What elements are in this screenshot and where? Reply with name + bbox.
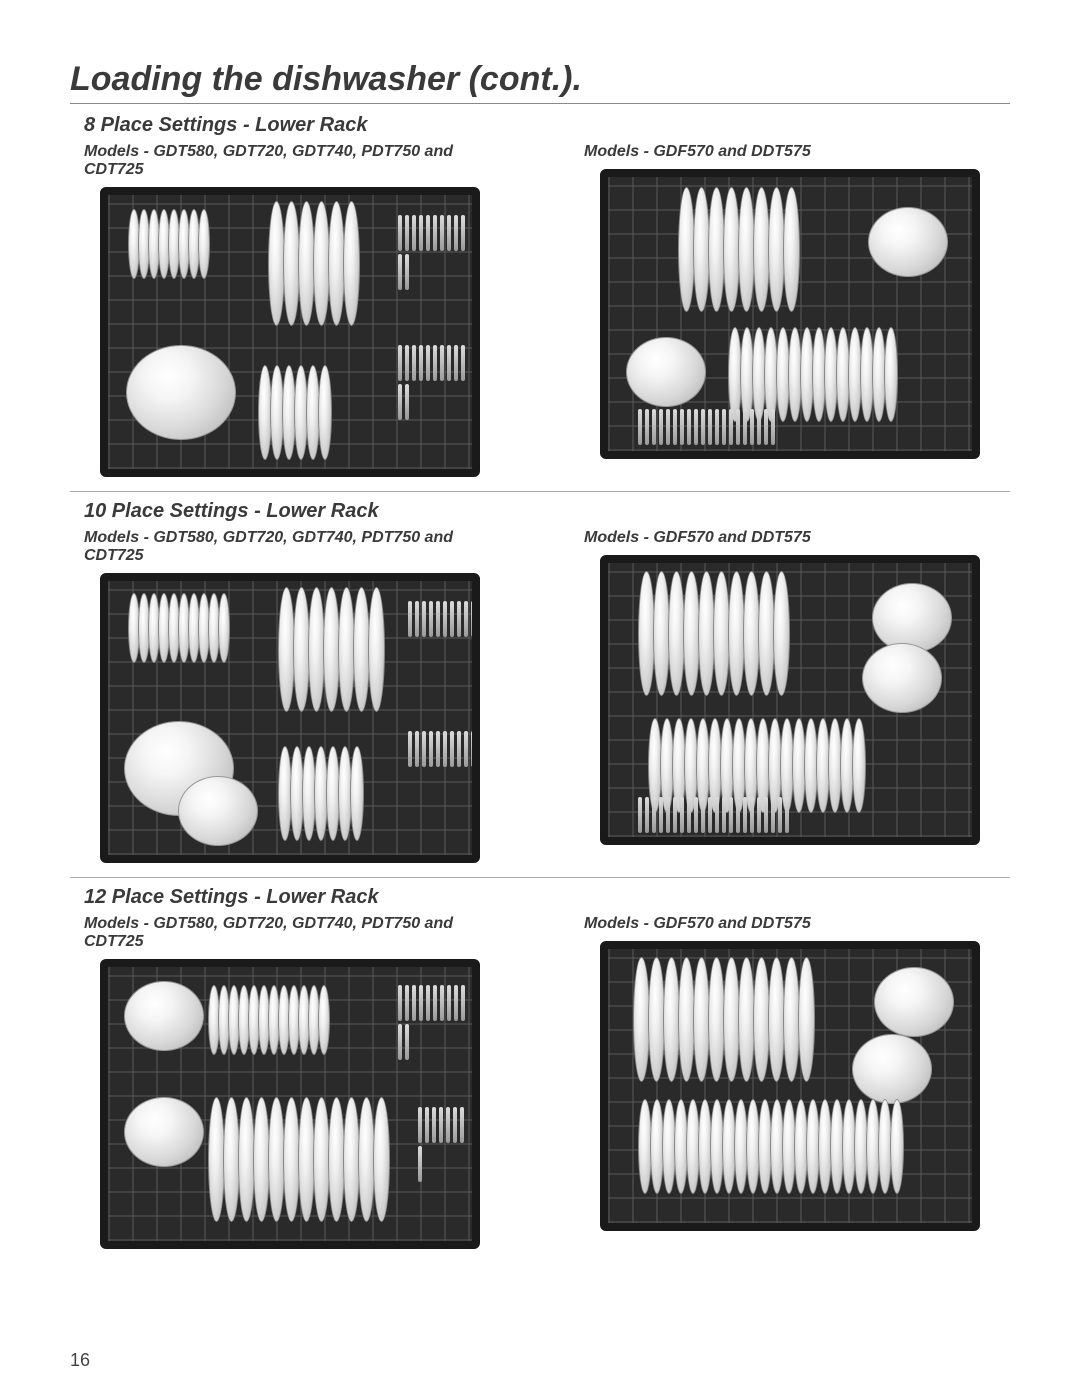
rack-image-8-right [600, 169, 980, 459]
section-title-8: 8 Place Settings - Lower Rack [84, 114, 1010, 137]
rack-image-10-left [100, 573, 480, 863]
col-right-10: Models - GDF570 and DDT575 [570, 525, 1010, 863]
models-right-10: Models - GDF570 and DDT575 [584, 529, 1010, 547]
col-left-12: Models - GDT580, GDT720, GDT740, PDT750 … [70, 911, 510, 1249]
models-left-10: Models - GDT580, GDT720, GDT740, PDT750 … [84, 529, 510, 565]
col-right-12: Models - GDF570 and DDT575 [570, 911, 1010, 1249]
rack-image-10-right [600, 555, 980, 845]
row-8-place: Models - GDT580, GDT720, GDT740, PDT750 … [70, 139, 1010, 492]
col-left-10: Models - GDT580, GDT720, GDT740, PDT750 … [70, 525, 510, 863]
col-left-8: Models - GDT580, GDT720, GDT740, PDT750 … [70, 139, 510, 477]
rack-image-8-left [100, 187, 480, 477]
section-title-10: 10 Place Settings - Lower Rack [84, 500, 1010, 523]
models-right-12: Models - GDF570 and DDT575 [584, 915, 1010, 933]
rack-image-12-left [100, 959, 480, 1249]
row-12-place: Models - GDT580, GDT720, GDT740, PDT750 … [70, 911, 1010, 1263]
col-right-8: Models - GDF570 and DDT575 [570, 139, 1010, 477]
models-left-8: Models - GDT580, GDT720, GDT740, PDT750 … [84, 143, 510, 179]
row-10-place: Models - GDT580, GDT720, GDT740, PDT750 … [70, 525, 1010, 878]
page-number: 16 [70, 1350, 90, 1371]
models-right-8: Models - GDF570 and DDT575 [584, 143, 1010, 161]
models-left-12: Models - GDT580, GDT720, GDT740, PDT750 … [84, 915, 510, 951]
section-title-12: 12 Place Settings - Lower Rack [84, 886, 1010, 909]
page-title: Loading the dishwasher (cont.). [70, 60, 1010, 104]
rack-image-12-right [600, 941, 980, 1231]
